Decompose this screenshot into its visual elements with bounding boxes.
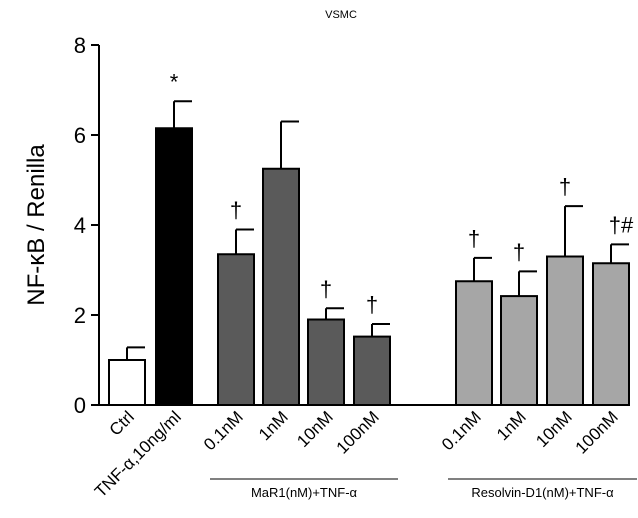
category-label: TNF-α,10ng/ml — [91, 407, 185, 501]
significance-marker: †# — [609, 212, 634, 237]
category-label: 10nM — [293, 407, 337, 451]
bar — [592, 262, 630, 406]
y-tick-label: 2 — [74, 303, 86, 328]
group-label: MaR1(nM)+TNF-α — [251, 485, 358, 500]
y-axis-label: NF-κB / Renilla — [23, 144, 50, 306]
category-label: 0.1nM — [200, 407, 247, 454]
bar — [455, 280, 493, 406]
category-label: Ctrl — [106, 407, 138, 439]
y-tick-label: 4 — [74, 213, 86, 238]
significance-marker: * — [170, 69, 179, 94]
group-label: Resolvin-D1(nM)+TNF-α — [471, 485, 614, 500]
category-label: 10nM — [532, 407, 576, 451]
significance-marker: † — [513, 239, 525, 264]
significance-marker: † — [366, 292, 378, 317]
bar — [546, 255, 584, 406]
bar — [108, 359, 146, 406]
significance-marker: † — [320, 276, 332, 301]
category-label: 0.1nM — [438, 407, 485, 454]
chart-title: VSMC — [325, 9, 357, 21]
bar — [155, 127, 193, 406]
y-tick-label: 0 — [74, 393, 86, 418]
significance-marker: † — [468, 226, 480, 251]
significance-marker: † — [230, 198, 242, 223]
bar — [353, 335, 391, 407]
y-tick-label: 6 — [74, 123, 86, 148]
category-label: 1nM — [255, 407, 292, 444]
significance-marker: † — [559, 174, 571, 199]
category-label: 100nM — [333, 407, 383, 457]
y-tick-label: 8 — [74, 33, 86, 58]
category-label: 100nM — [572, 407, 622, 457]
category-label: 1nM — [493, 407, 530, 444]
bar — [307, 318, 345, 406]
bar — [217, 253, 255, 406]
bar — [500, 295, 538, 407]
bar — [262, 167, 300, 406]
